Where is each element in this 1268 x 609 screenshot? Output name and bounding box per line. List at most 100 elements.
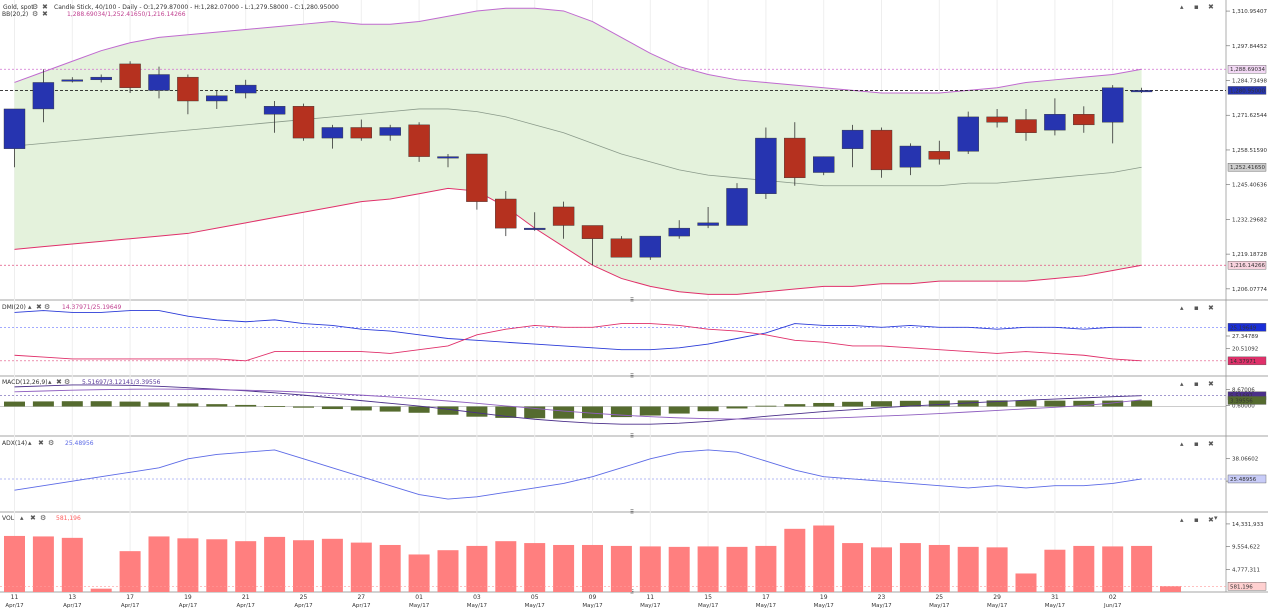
close-icon[interactable]: ✖ — [1208, 3, 1214, 11]
candle-up — [437, 156, 459, 159]
chevron-up-icon[interactable]: ▴ — [28, 303, 32, 311]
date-day-label: 11 — [646, 594, 654, 601]
bb-mid-tag: 1,252.41650 — [1230, 165, 1265, 171]
close-icon[interactable]: ✖ — [1208, 380, 1214, 388]
volume-bar — [119, 551, 141, 592]
macd-tick-label: 8.67006 — [1232, 387, 1255, 393]
chevron-up-icon[interactable]: ▴ — [20, 514, 24, 522]
date-month-label: May/17 — [640, 603, 661, 609]
date-day-label: 11 — [11, 594, 19, 601]
volume-bar — [957, 546, 979, 592]
macd-histogram-bar — [1015, 400, 1037, 407]
candle-up — [841, 129, 864, 149]
candle-up — [697, 222, 719, 226]
candle-up — [234, 84, 257, 94]
volume-bar — [610, 545, 632, 592]
macd-panel — [0, 384, 1226, 425]
candle-up — [726, 188, 748, 226]
close-icon[interactable]: ✖ — [1208, 440, 1214, 448]
gear-icon[interactable]: ⚙ — [44, 303, 50, 311]
chevron-up-icon[interactable]: ▴ — [48, 378, 52, 386]
candle-down — [784, 137, 806, 179]
volume-bar — [379, 544, 401, 592]
dmi-values: 14.37971/25.19649 — [62, 304, 121, 311]
date-day-label: 17 — [126, 594, 134, 601]
macd-histogram-bar — [813, 402, 835, 407]
date-day-label: 09 — [589, 594, 597, 601]
price-panel — [0, 7, 1226, 295]
adx-tick-label: 38.06602 — [1232, 457, 1258, 463]
macd-histogram-bar — [206, 404, 228, 407]
gear-icon[interactable]: ⚙ — [64, 378, 70, 386]
volume-bar — [755, 545, 777, 592]
price-tick-label: 1,310.95407 — [1232, 9, 1267, 15]
dmi-minus-tag: 14.37971 — [1230, 359, 1256, 365]
square-icon[interactable]: ▪ — [1194, 3, 1199, 11]
square-icon[interactable]: ▪ — [1194, 440, 1199, 448]
resize-grip-icon: ⠿ — [630, 373, 634, 380]
value-axes: 1,310.95407 1,297.84452 1,284.73498 1,271.6… — [1226, 9, 1267, 591]
date-day-label: 19 — [184, 594, 192, 601]
gear-icon[interactable]: ⚙ — [40, 514, 46, 522]
bb-values: 1,288.69034/1,252.41650/1,216.14266 — [67, 11, 186, 18]
close-icon[interactable]: ✖ — [1208, 516, 1214, 524]
chevron-up-icon[interactable]: ▴ — [1180, 440, 1184, 448]
volume-tag: 581,196 — [1230, 584, 1253, 590]
last-price-tag: 1,280.95000 — [1230, 88, 1265, 94]
volume-bar — [437, 550, 459, 592]
candle-down — [1073, 114, 1095, 126]
macd-histogram-bar — [119, 401, 141, 407]
date-month-label: Apr/17 — [63, 603, 82, 609]
close-icon[interactable]: ✖ — [38, 439, 44, 447]
instrument-title: Gold, spot — [3, 4, 34, 11]
volume-bar — [90, 588, 112, 592]
candle-down — [495, 198, 517, 229]
macd-histogram-bar — [321, 406, 343, 410]
adx-line — [14, 449, 1142, 500]
square-icon[interactable]: ▪ — [1194, 304, 1199, 312]
chevron-up-icon[interactable]: ▴ — [1180, 516, 1184, 524]
vol-label: VOL — [2, 515, 15, 522]
volume-bar — [697, 546, 719, 592]
square-icon[interactable]: ▪ — [1194, 516, 1199, 524]
candle-down — [552, 206, 575, 226]
volume-bar — [61, 537, 83, 592]
close-icon[interactable]: ✖ — [42, 10, 48, 18]
date-month-label: May/17 — [467, 603, 488, 609]
chevron-up-icon[interactable]: ▴ — [1180, 304, 1184, 312]
close-icon[interactable]: ✖ — [30, 514, 36, 522]
date-month-label: Jun/17 — [1103, 603, 1122, 609]
close-icon[interactable]: ✖ — [42, 3, 48, 11]
close-icon[interactable]: ✖ — [1208, 304, 1214, 312]
gear-icon[interactable]: ⚙ — [32, 3, 38, 11]
candle-up — [321, 127, 344, 139]
volume-bar — [928, 544, 950, 592]
chevron-up-icon[interactable]: ▴ — [28, 439, 32, 447]
date-month-label: May/17 — [756, 603, 777, 609]
candle-up — [957, 116, 979, 152]
chevron-up-icon[interactable]: ▴ — [1180, 3, 1184, 11]
resize-grip-icon: ⠿ — [630, 433, 634, 440]
macd-line — [14, 384, 1142, 425]
volume-bar — [784, 528, 806, 592]
date-day-label: 27 — [357, 594, 365, 601]
volume-bar — [1073, 545, 1095, 592]
volume-bar — [871, 547, 892, 592]
candle-up — [90, 76, 112, 81]
candle-down — [870, 129, 893, 171]
square-icon[interactable]: ▪ — [1194, 380, 1199, 388]
gear-icon[interactable]: ⚙ — [32, 10, 38, 18]
date-month-label: Apr/17 — [352, 603, 371, 609]
date-day-label: 21 — [242, 594, 250, 601]
close-icon[interactable]: ✖ — [36, 303, 42, 311]
price-tick-label: 1,219.18728 — [1232, 252, 1267, 258]
bollinger-band-fill — [14, 8, 1142, 295]
close-icon[interactable]: ✖ — [56, 378, 62, 386]
gear-icon[interactable]: ⚙ — [48, 439, 54, 447]
adx-value: 25.48956 — [65, 440, 94, 447]
adx-tag-bg — [1227, 474, 1267, 484]
bb-label: BB(20,2) — [2, 11, 28, 18]
candle-up — [206, 95, 228, 102]
chevron-up-icon[interactable]: ▴ — [1180, 380, 1184, 388]
